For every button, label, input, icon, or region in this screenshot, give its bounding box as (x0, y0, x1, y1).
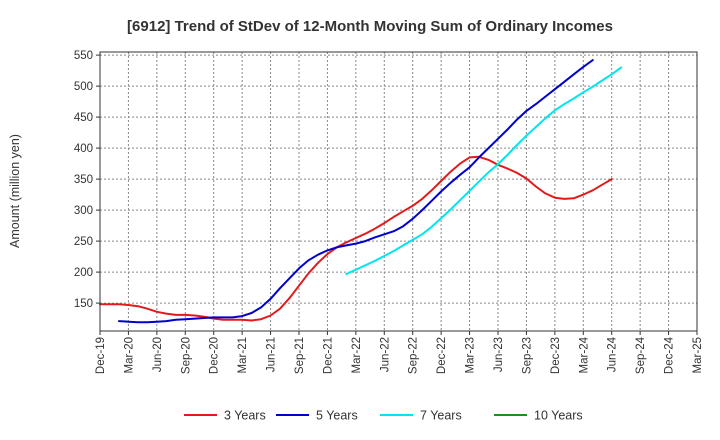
y-tick-label: 500 (74, 81, 93, 93)
chart-title: [6912] Trend of StDev of 12-Month Moving… (127, 18, 613, 35)
y-tick-label: 400 (74, 143, 93, 155)
y-tick-label: 550 (74, 50, 93, 62)
legend: 3 Years 5 Years 7 Years 10 Years (184, 409, 583, 423)
x-tick-label: Jun-22 (379, 337, 391, 372)
x-tick-label: Dec-19 (95, 337, 107, 374)
x-tick-label: Mar-23 (465, 337, 477, 373)
x-tick-label: Mar-21 (237, 337, 249, 373)
series-line-5-years (118, 59, 594, 324)
x-tick-label: Mar-25 (692, 337, 704, 373)
x-tick-label: Dec-22 (436, 337, 448, 374)
x-tick-label: Jun-23 (493, 337, 505, 372)
x-tick-label: Dec-24 (664, 336, 676, 374)
series-lines (99, 59, 623, 324)
series-line-7-years (345, 66, 623, 275)
y-axis: 150 200 250 300 350 400 450 500 550 (74, 50, 100, 310)
grid (100, 52, 697, 331)
legend-label: 5 Years (316, 409, 358, 423)
y-tick-label: 450 (74, 112, 93, 124)
x-tick-label: Mar-22 (351, 337, 363, 373)
y-axis-label: Amount (million yen) (8, 134, 22, 248)
y-tick-label: 300 (74, 205, 93, 217)
legend-label: 7 Years (420, 409, 462, 423)
x-tick-label: Sep-21 (294, 337, 306, 374)
x-tick-label: Sep-23 (521, 337, 533, 374)
y-tick-label: 200 (74, 267, 93, 279)
x-tick-label: Mar-24 (578, 336, 590, 373)
x-tick-label: Jun-20 (152, 337, 164, 372)
plot-area (99, 51, 698, 332)
x-tick-label: Jun-21 (266, 337, 278, 372)
x-tick-label: Sep-22 (408, 337, 420, 374)
y-tick-label: 150 (74, 298, 93, 310)
x-axis: Dec-19 Mar-20 Jun-20 Sep-20 Dec-20 Mar-21 Jun-… (95, 331, 704, 374)
x-tick-label: Dec-20 (209, 337, 221, 374)
series-line-3-years (99, 155, 613, 322)
x-tick-label: Dec-21 (322, 337, 334, 374)
x-tick-label: Jun-24 (607, 336, 619, 372)
x-tick-label: Sep-20 (180, 337, 192, 374)
x-tick-label: Sep-24 (635, 336, 647, 374)
legend-label: 10 Years (534, 409, 583, 423)
legend-label: 3 Years (224, 409, 266, 423)
y-tick-label: 350 (74, 174, 93, 186)
x-tick-label: Mar-20 (123, 337, 135, 373)
y-tick-label: 250 (74, 236, 93, 248)
x-tick-label: Dec-23 (550, 337, 562, 374)
